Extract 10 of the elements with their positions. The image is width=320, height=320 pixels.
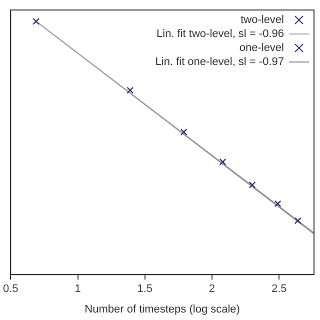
legend-label: one-level	[239, 42, 284, 54]
x-axis-title: Number of timesteps (log scale)	[84, 303, 240, 316]
x-tick-label: 1.5	[137, 283, 153, 296]
x-tick-label: 2	[208, 283, 216, 296]
x-tick-label: 1	[74, 283, 81, 296]
legend-label: Lin. fit one-level, sl = -0.97	[155, 56, 284, 68]
legend-label: Lin. fit two-level, sl = -0.96	[156, 28, 284, 40]
x-tick-label: 0.5	[2, 283, 18, 296]
x-tick-label: 2.5	[271, 283, 287, 296]
legend-label: two-level	[240, 14, 284, 26]
